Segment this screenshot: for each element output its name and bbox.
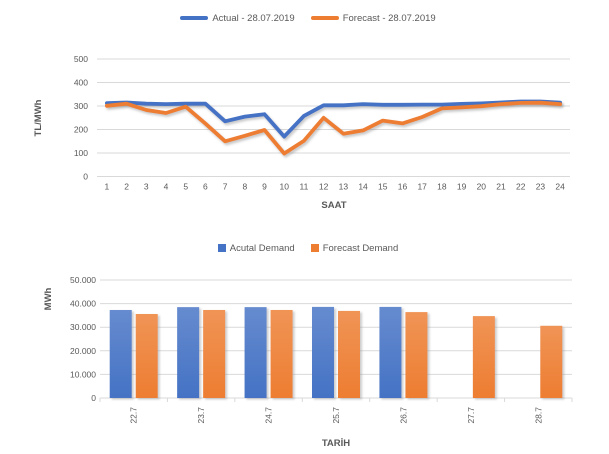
demand-bar-chart: Acutal Demand Forecast Demand MWh TARİH … bbox=[0, 225, 609, 454]
forecast-demand-swatch-icon bbox=[310, 244, 319, 252]
forecast-line-swatch-icon bbox=[310, 16, 339, 20]
y-tick-label: 200 bbox=[74, 125, 88, 135]
y-tick-label: 10.000 bbox=[70, 369, 96, 379]
bar-actual-26.7[interactable] bbox=[379, 306, 402, 399]
x-tick-label: 8 bbox=[242, 182, 247, 192]
bar-forecast-26.7[interactable] bbox=[405, 312, 428, 398]
y-tick-label: 0 bbox=[83, 172, 88, 182]
x-tick-label: 26.7 bbox=[398, 407, 408, 424]
bar-actual-25.7[interactable] bbox=[312, 306, 334, 399]
legend-label-actual-demand: Acutal Demand bbox=[229, 242, 295, 254]
bar-chart-x-axis-title: TARİH bbox=[321, 437, 351, 449]
y-tick-label: 100 bbox=[74, 148, 88, 158]
x-tick-label: 7 bbox=[223, 182, 228, 192]
bar-chart-plot-area: 0 10.000 20.000 30.000 40.000 50.000 22.7 23.7 2… bbox=[70, 275, 573, 424]
y-tick-label: 400 bbox=[74, 78, 88, 88]
legend-item-actual[interactable]: Actual - 28.07.2019 bbox=[180, 12, 295, 24]
actual-line-swatch-icon bbox=[180, 16, 209, 20]
bar-forecast-23.7[interactable] bbox=[203, 309, 226, 398]
y-tick-label: 20.000 bbox=[70, 346, 96, 356]
line-chart-legend: Actual - 28.07.2019 Forecast - 28.07.201… bbox=[7, 10, 609, 26]
legend-label-forecast-demand: Forecast Demand bbox=[322, 242, 399, 254]
y-tick-label: 500 bbox=[74, 54, 88, 64]
x-tick-label: 4 bbox=[164, 182, 169, 192]
bar-actual-24.7[interactable] bbox=[244, 307, 267, 399]
x-tick-label: 25.7 bbox=[331, 407, 341, 424]
line-series-actual[interactable] bbox=[105, 99, 562, 139]
y-tick-label: 40.000 bbox=[70, 299, 96, 309]
x-tick-label: 6 bbox=[203, 182, 208, 192]
x-tick-label: 9 bbox=[262, 182, 267, 192]
actual-demand-swatch-icon bbox=[217, 244, 226, 252]
x-tick-label: 27.7 bbox=[466, 407, 476, 424]
x-tick-label: 14 bbox=[358, 182, 368, 192]
x-tick-label: 20 bbox=[477, 182, 487, 192]
bar-chart-legend: Acutal Demand Forecast Demand bbox=[7, 241, 609, 255]
x-tick-label: 5 bbox=[183, 182, 188, 192]
price-line-chart: Actual - 28.07.2019 Forecast - 28.07.201… bbox=[0, 0, 609, 225]
bar-forecast-28.7[interactable] bbox=[540, 325, 563, 398]
legend-label-actual: Actual - 28.07.2019 bbox=[212, 12, 295, 24]
x-tick-label: 28.7 bbox=[533, 407, 543, 424]
legend-item-forecast[interactable]: Forecast - 28.07.2019 bbox=[310, 12, 436, 24]
y-tick-label: 0 bbox=[91, 393, 96, 403]
x-tick-label: 17 bbox=[417, 182, 427, 192]
legend-label-forecast: Forecast - 28.07.2019 bbox=[342, 12, 436, 24]
x-tick-label: 19 bbox=[457, 182, 467, 192]
bar-actual-23.7[interactable] bbox=[177, 307, 200, 399]
x-tick-label: 11 bbox=[300, 182, 309, 192]
x-tick-label: 18 bbox=[437, 182, 447, 192]
bar-forecast-24.7[interactable] bbox=[270, 309, 293, 398]
y-tick-label: 300 bbox=[74, 101, 88, 111]
x-tick-label: 16 bbox=[398, 182, 408, 192]
x-tick-label: 22 bbox=[516, 182, 526, 192]
x-tick-label: 10 bbox=[279, 182, 289, 192]
x-tick-label: 21 bbox=[496, 182, 506, 192]
bar-forecast-27.7[interactable] bbox=[472, 316, 495, 399]
x-tick-label: 13 bbox=[339, 182, 349, 192]
x-tick-label: 24 bbox=[555, 182, 565, 192]
x-tick-label: 23 bbox=[536, 182, 546, 192]
x-tick-label: 12 bbox=[319, 182, 329, 192]
x-tick-label: 23.7 bbox=[196, 407, 206, 424]
line-chart-x-axis-title: SAAT bbox=[321, 199, 347, 211]
y-tick-label: 50.000 bbox=[70, 275, 96, 285]
x-tick-label: 24.7 bbox=[264, 407, 274, 424]
x-tick-label: 15 bbox=[378, 182, 388, 192]
y-tick-label: 30.000 bbox=[70, 322, 96, 332]
x-tick-label: 22.7 bbox=[129, 407, 139, 424]
legend-item-forecast-demand[interactable]: Forecast Demand bbox=[310, 242, 399, 254]
x-tick-label: 2 bbox=[124, 182, 129, 192]
bar-forecast-22.7[interactable] bbox=[135, 313, 158, 398]
bar-forecast-25.7[interactable] bbox=[338, 310, 360, 399]
x-tick-label: 1 bbox=[104, 182, 109, 192]
x-tick-label: 3 bbox=[144, 182, 149, 192]
legend-item-actual-demand[interactable]: Acutal Demand bbox=[217, 242, 295, 254]
bar-actual-22.7[interactable] bbox=[109, 309, 132, 398]
line-series-forecast[interactable] bbox=[105, 100, 562, 156]
